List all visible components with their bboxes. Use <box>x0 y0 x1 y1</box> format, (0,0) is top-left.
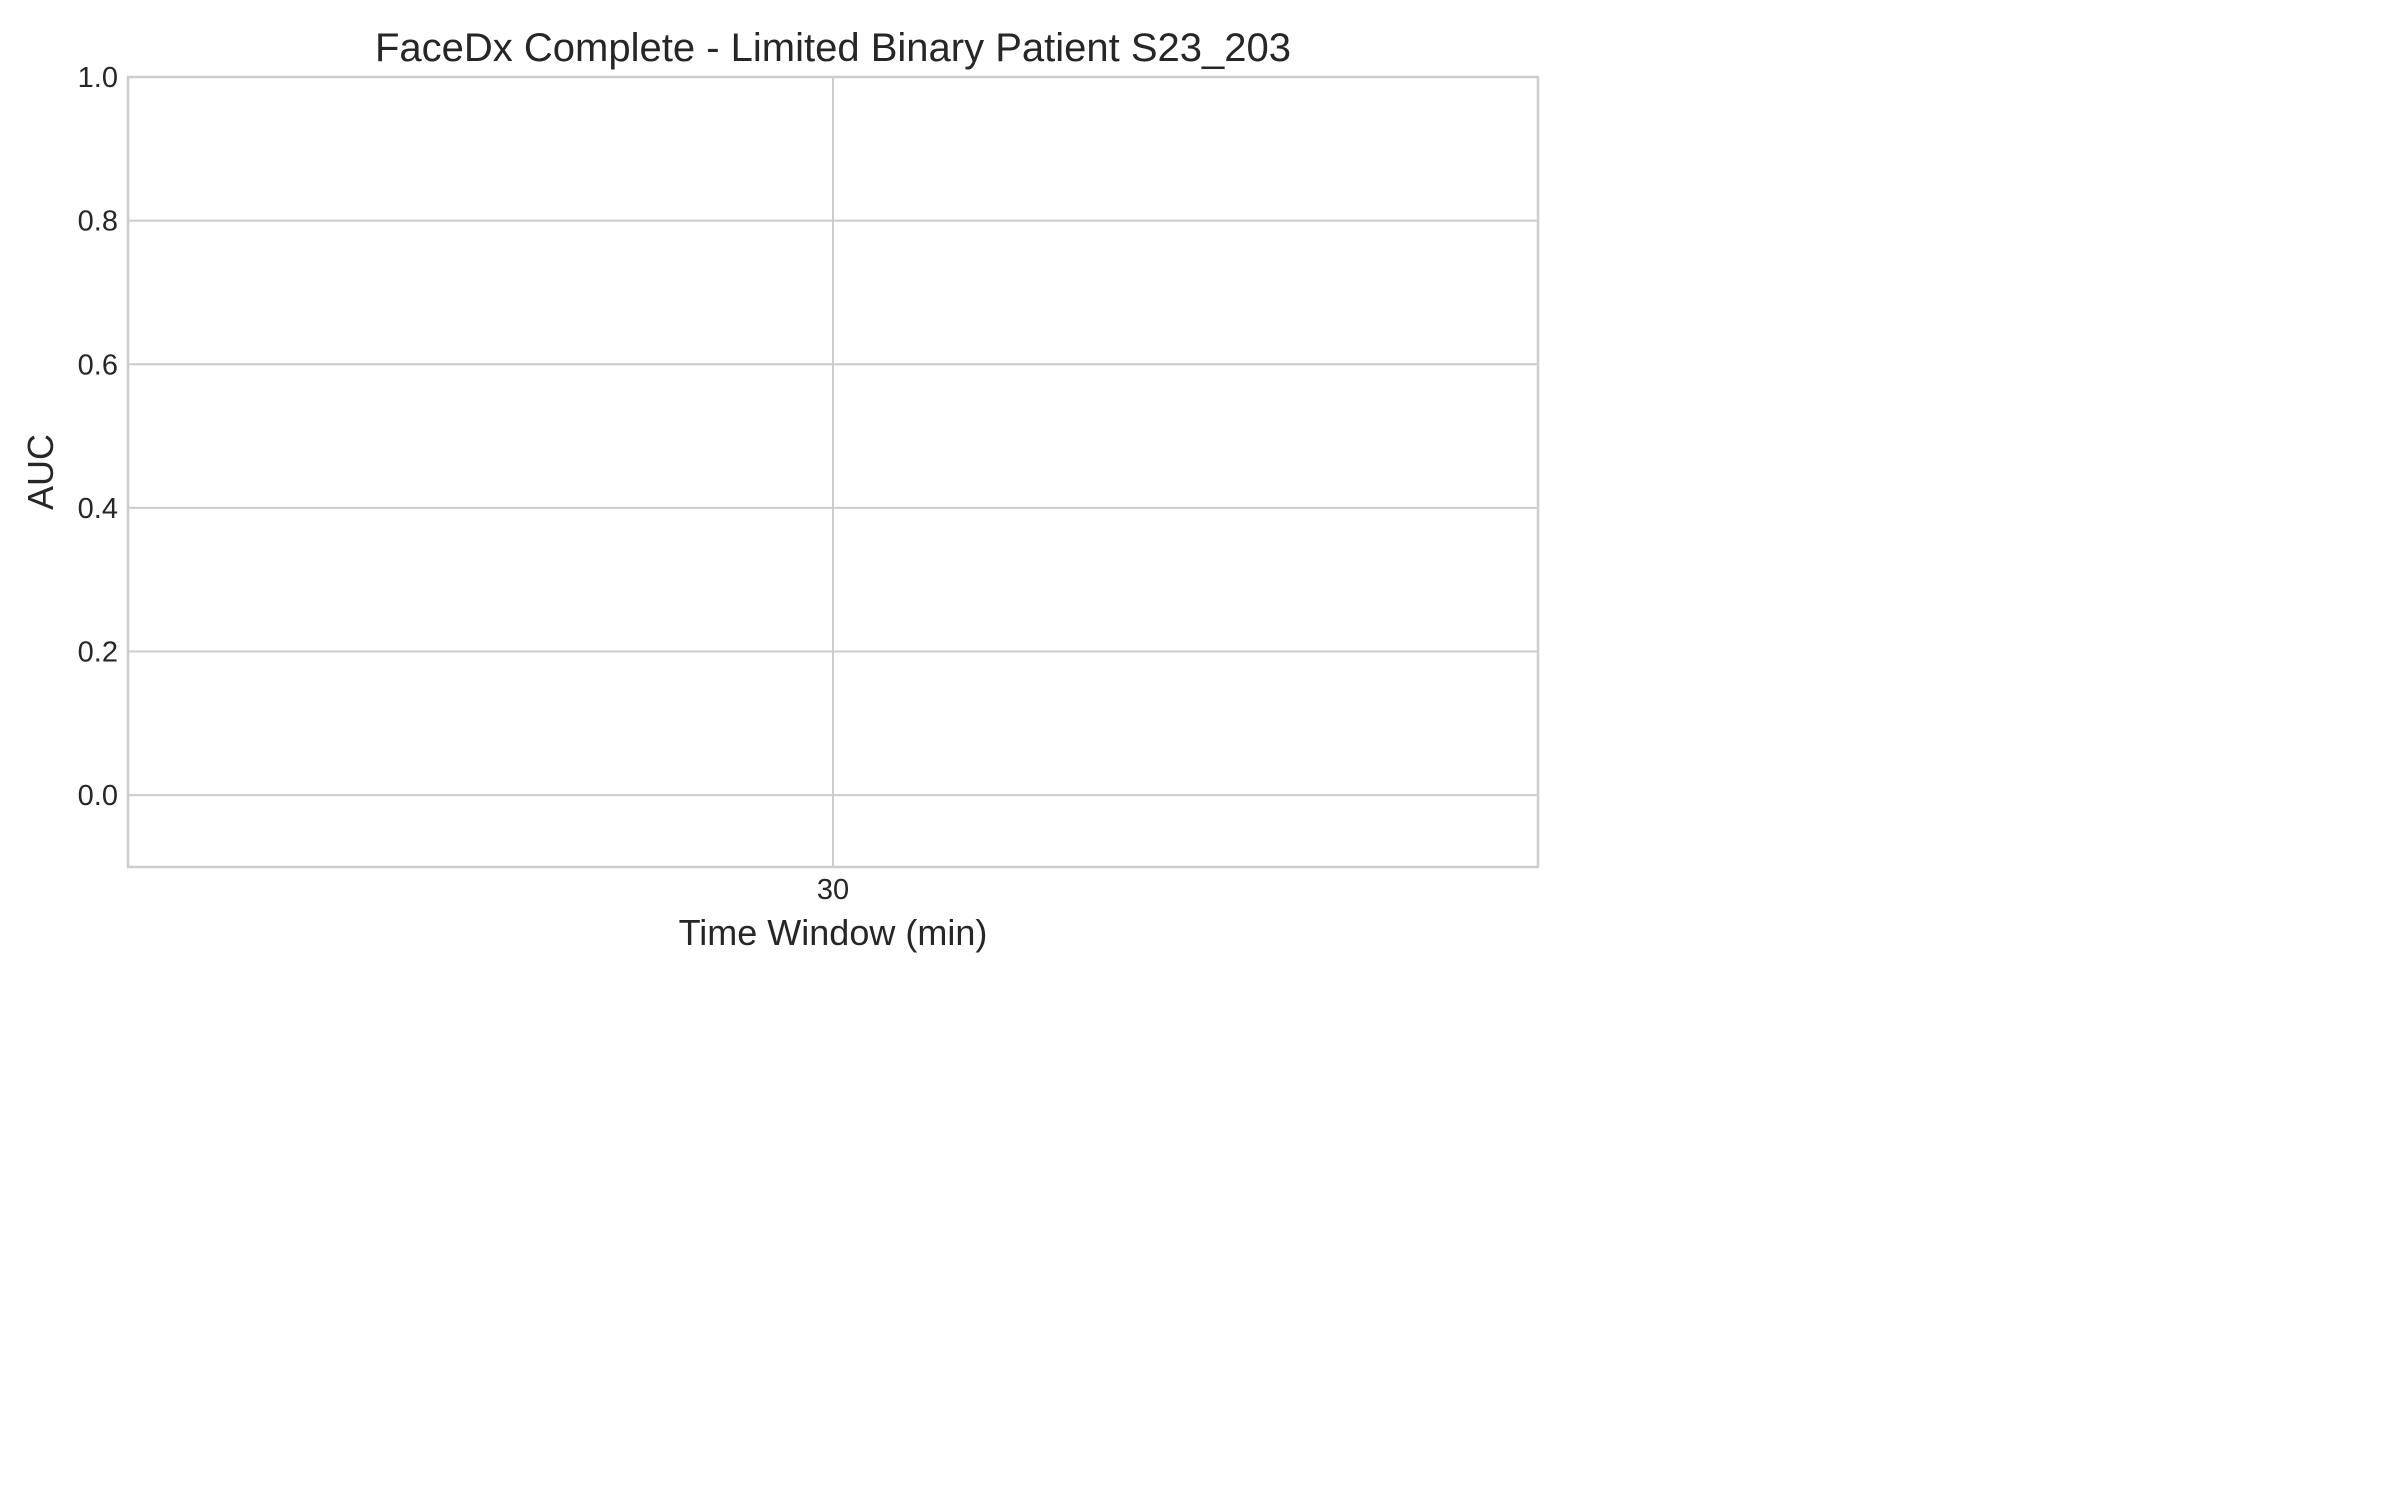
plot-area-frame <box>126 75 1540 869</box>
chart-title: FaceDx Complete - Limited Binary Patient… <box>375 26 1291 70</box>
y-tick-label: 1.0 <box>78 62 118 94</box>
y-tick-label: 0.4 <box>78 493 118 525</box>
chart-container: FaceDx Complete - Limited Binary Patient… <box>0 0 1568 980</box>
x-tick-label: 30 <box>817 874 849 906</box>
auc-chart: FaceDx Complete - Limited Binary Patient… <box>20 26 1540 953</box>
y-tick-label: 0.2 <box>78 637 118 669</box>
y-tick-label: 0.0 <box>78 780 118 812</box>
y-axis-label: AUC <box>20 434 61 510</box>
y-tick-label: 0.6 <box>78 349 118 381</box>
grid-lines <box>128 76 1538 867</box>
x-axis-label: Time Window (min) <box>679 912 988 953</box>
y-tick-label: 0.8 <box>78 206 118 238</box>
y-axis-ticks: 0.0 0.2 0.4 0.6 0.8 1.0 <box>78 62 118 812</box>
x-axis-ticks: 30 <box>817 874 849 906</box>
